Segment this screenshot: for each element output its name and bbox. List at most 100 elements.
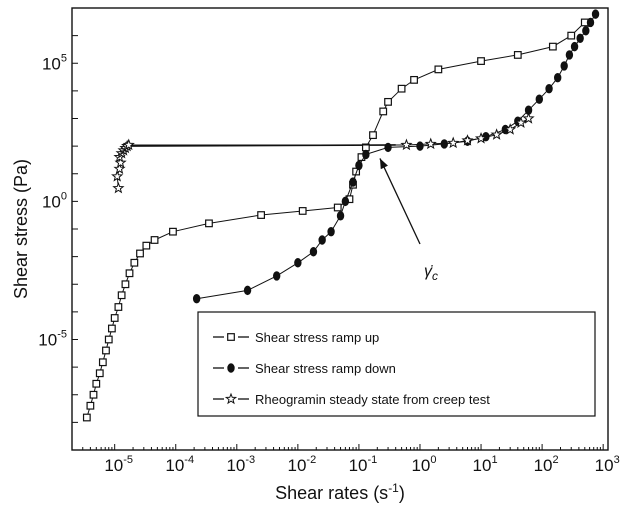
data-point: [434, 65, 443, 74]
series-line-1: [196, 13, 596, 300]
legend: Shear stress ramp up Shear stress ramp do…: [197, 311, 596, 417]
legend-marker: [227, 333, 235, 341]
data-point: [349, 177, 357, 187]
data-point: [257, 211, 265, 219]
axis-ticks: 10-5 10-4 10-3 10-2 10-1 100 101 102 103 105 100 10…: [38, 35, 620, 475]
legend-label: Shear stress ramp up: [255, 330, 379, 345]
data-point: [294, 258, 302, 268]
x-axis-label-main: Shear rates (s: [275, 483, 388, 503]
data-point: [586, 17, 595, 28]
data-point: [535, 94, 544, 104]
data-point: [355, 160, 363, 171]
data-point: [95, 369, 104, 378]
data-point: [341, 196, 350, 207]
data-point: [298, 207, 307, 215]
series-0: [82, 18, 589, 422]
data-point: [545, 83, 553, 94]
data-point: [86, 401, 95, 410]
data-point: [514, 116, 528, 128]
data-point: [424, 137, 437, 150]
data-point: [565, 50, 574, 60]
legend-marker: [227, 363, 235, 373]
x-tick-label: 10-4: [165, 454, 194, 475]
data-point: [362, 149, 370, 160]
data-point: [98, 358, 107, 367]
data-point: [397, 84, 406, 93]
data-point: [111, 170, 124, 182]
data-point: [117, 291, 126, 300]
data-point: [591, 9, 600, 19]
legend-item-1: Shear stress ramp down: [213, 361, 396, 376]
critical-shear-rate-annotation: γ̇c: [379, 158, 438, 283]
data-point: [553, 72, 562, 83]
data-point: [110, 314, 119, 322]
data-point: [369, 131, 377, 140]
data-point: [474, 131, 488, 144]
y-axis-label: Shear stress (Pa): [11, 159, 31, 299]
x-tick-label: 102: [534, 454, 559, 475]
data-point: [582, 26, 590, 36]
data-point: [205, 219, 213, 228]
data-point: [522, 112, 535, 124]
data-point: [82, 413, 91, 422]
x-tick-label: 100: [411, 454, 436, 475]
y-tick-label: 105: [42, 52, 67, 73]
data-point: [272, 271, 281, 281]
data-point: [490, 128, 503, 140]
x-axis-label: Shear rates (s-1): [275, 481, 405, 503]
data-point: [125, 269, 134, 278]
data-point: [150, 236, 159, 244]
plot-area: [82, 9, 600, 422]
data-point: [384, 97, 392, 106]
legend-marker: [224, 392, 238, 405]
data-point: [113, 162, 126, 175]
annotation-label: γ̇c: [424, 263, 438, 283]
data-point: [576, 33, 584, 44]
data-point: [89, 390, 98, 399]
data-point: [243, 285, 252, 296]
series-1: [192, 9, 600, 304]
data-point: [112, 181, 125, 194]
data-point: [560, 61, 568, 71]
data-point: [104, 335, 113, 344]
series-2: [111, 112, 535, 194]
data-point: [309, 247, 318, 257]
x-tick-label: 101: [473, 454, 498, 475]
data-point: [136, 249, 144, 258]
data-point: [384, 142, 392, 153]
y-tick-label: 10-5: [38, 329, 67, 350]
data-point: [567, 31, 576, 40]
series-line-2: [116, 118, 529, 189]
legend-box: [197, 311, 596, 417]
data-point: [504, 123, 517, 135]
data-point: [477, 57, 485, 65]
annotation-arrow: [379, 158, 421, 245]
x-axis-label-sup: -1: [388, 481, 399, 495]
data-point: [461, 134, 474, 146]
y-tick-label: 100: [42, 190, 67, 211]
legend-label: Shear stress ramp down: [255, 361, 396, 376]
data-point: [122, 138, 135, 151]
data-point: [102, 346, 110, 355]
data-point: [333, 203, 342, 212]
data-point: [513, 51, 522, 59]
annotation-arrowhead: [379, 158, 388, 170]
data-point: [169, 227, 177, 236]
data-point: [121, 280, 130, 289]
data-point: [447, 136, 460, 149]
data-point: [142, 241, 151, 250]
data-point: [130, 258, 139, 267]
x-tick-label: 10-2: [288, 454, 317, 475]
legend-item-0: Shear stress ramp up: [213, 330, 379, 345]
data-point: [318, 235, 326, 245]
data-point: [327, 226, 335, 237]
x-tick-label: 10-1: [349, 454, 378, 475]
data-point: [400, 138, 413, 151]
data-point: [379, 107, 388, 116]
data-point: [114, 303, 123, 311]
data-point: [548, 42, 557, 51]
x-tick-label: 10-5: [104, 454, 133, 475]
data-point: [336, 211, 345, 221]
legend-label: Rheogramin steady state from creep test: [255, 392, 490, 407]
